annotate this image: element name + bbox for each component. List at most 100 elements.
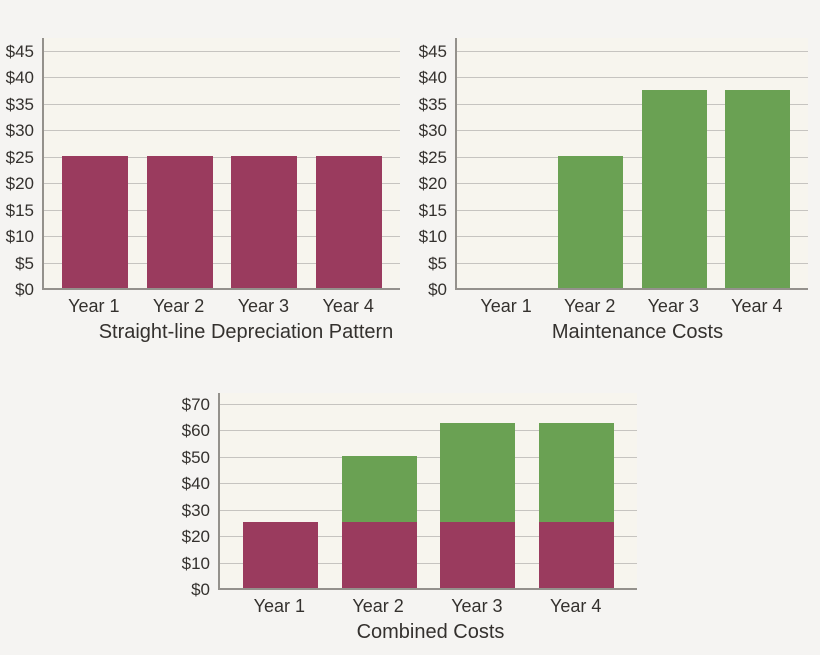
depreciation-plot-area: [42, 38, 400, 290]
x-category-label: Year 1: [480, 296, 532, 316]
y-tick-label: $35: [5, 95, 34, 114]
bar-segment-depreciation-year-2: [341, 522, 417, 588]
bars-group: [457, 38, 808, 288]
gridline: [44, 77, 400, 78]
y-tick-label: $35: [418, 95, 447, 114]
gridline: [220, 563, 637, 564]
x-category-label: Year 2: [152, 296, 205, 316]
y-tick-label: $40: [418, 68, 447, 87]
y-tick-label: $0: [15, 280, 34, 299]
x-category-label: Year 4: [549, 596, 602, 616]
bar-segment-depreciation-year-1: [243, 522, 319, 588]
y-tick-label: $10: [181, 554, 210, 573]
y-tick-label: $15: [418, 201, 447, 220]
y-tick-label: $10: [5, 227, 34, 246]
depreciation-chart-title: Straight-line Depreciation Pattern: [98, 321, 394, 343]
bars-group: [44, 38, 400, 288]
gridline: [220, 536, 637, 537]
bar-year-1: [62, 156, 129, 288]
bar-year-1: [243, 522, 319, 588]
x-category-label: Year 2: [563, 296, 616, 316]
bar-year-3: [641, 90, 707, 288]
gridline: [220, 457, 637, 458]
y-tick-label: $40: [181, 474, 210, 493]
bar-segment-maintenance-year-3: [440, 423, 516, 522]
gridline: [44, 236, 400, 237]
bar-segment-maintenance-year-3: [641, 90, 707, 288]
bar-segment-depreciation-year-1: [62, 156, 129, 288]
bars-group: [220, 393, 637, 588]
gridline: [44, 183, 400, 184]
bar-segment-maintenance-year-2: [558, 156, 624, 288]
bar-year-3: [231, 156, 298, 288]
x-category-label: Year 1: [68, 296, 120, 316]
gridline: [457, 183, 808, 184]
y-tick-label: $60: [181, 421, 210, 440]
gridline: [44, 263, 400, 264]
y-tick-label: $30: [418, 121, 447, 140]
y-tick-label: $15: [5, 201, 34, 220]
gridline: [44, 157, 400, 158]
y-tick-label: $25: [5, 148, 34, 167]
bar-year-4: [315, 156, 382, 288]
depreciation-x-axis-labels: Year 1 Year 2 Year 3 Year 4: [42, 296, 400, 317]
y-tick-label: $5: [15, 254, 34, 273]
bar-segment-depreciation-year-2: [146, 156, 213, 288]
x-category-label: Year 2: [352, 596, 404, 616]
gridline: [457, 157, 808, 158]
bar-segment-maintenance-year-2: [341, 456, 417, 522]
bar-segment-maintenance-year-4: [538, 423, 614, 522]
gridline: [220, 404, 637, 405]
x-category-label: Year 3: [647, 296, 699, 316]
gridline: [44, 104, 400, 105]
y-tick-label: $20: [418, 174, 447, 193]
x-category-label: Year 3: [237, 296, 290, 316]
y-tick-label: $0: [428, 280, 447, 299]
y-tick-label: $45: [418, 42, 447, 61]
bar-segment-depreciation-year-3: [440, 522, 516, 588]
gridline: [457, 51, 808, 52]
gridline: [457, 104, 808, 105]
bar-segment-depreciation-year-3: [231, 156, 298, 288]
bar-year-2: [146, 156, 213, 288]
gridline: [457, 263, 808, 264]
y-tick-label: $30: [5, 121, 34, 140]
y-tick-label: $40: [5, 68, 34, 87]
gridline: [220, 510, 637, 511]
y-tick-label: $20: [5, 174, 34, 193]
bar-year-2: [341, 456, 417, 588]
combined-chart-title: Combined Costs: [356, 621, 505, 643]
gridline: [457, 236, 808, 237]
gridline: [457, 77, 808, 78]
bar-year-3: [440, 423, 516, 588]
gridline: [457, 130, 808, 131]
gridline: [220, 430, 637, 431]
y-tick-label: $50: [181, 448, 210, 467]
gridline: [44, 51, 400, 52]
y-tick-label: $5: [428, 254, 447, 273]
y-tick-label: $45: [5, 42, 34, 61]
bar-year-2: [558, 156, 624, 288]
y-tick-label: $0: [191, 580, 210, 599]
x-category-label: Year 4: [731, 296, 783, 316]
maintenance-chart-title: Maintenance Costs: [551, 321, 724, 343]
maintenance-plot-area: [455, 38, 808, 290]
x-category-label: Year 1: [253, 596, 305, 616]
combined-x-axis-labels: Year 1 Year 2 Year 3 Year 4: [218, 596, 637, 617]
bar-segment-depreciation-year-4: [315, 156, 382, 288]
maintenance-x-axis-labels: Year 1 Year 2 Year 3 Year 4: [455, 296, 808, 317]
x-category-label: Year 4: [322, 296, 374, 316]
y-tick-label: $70: [181, 395, 210, 414]
bar-year-4: [724, 90, 790, 288]
gridline: [44, 210, 400, 211]
bar-segment-maintenance-year-4: [724, 90, 790, 288]
gridline: [457, 210, 808, 211]
gridline: [44, 130, 400, 131]
y-tick-label: $20: [181, 527, 210, 546]
y-tick-label: $30: [181, 501, 210, 520]
gridline: [220, 483, 637, 484]
